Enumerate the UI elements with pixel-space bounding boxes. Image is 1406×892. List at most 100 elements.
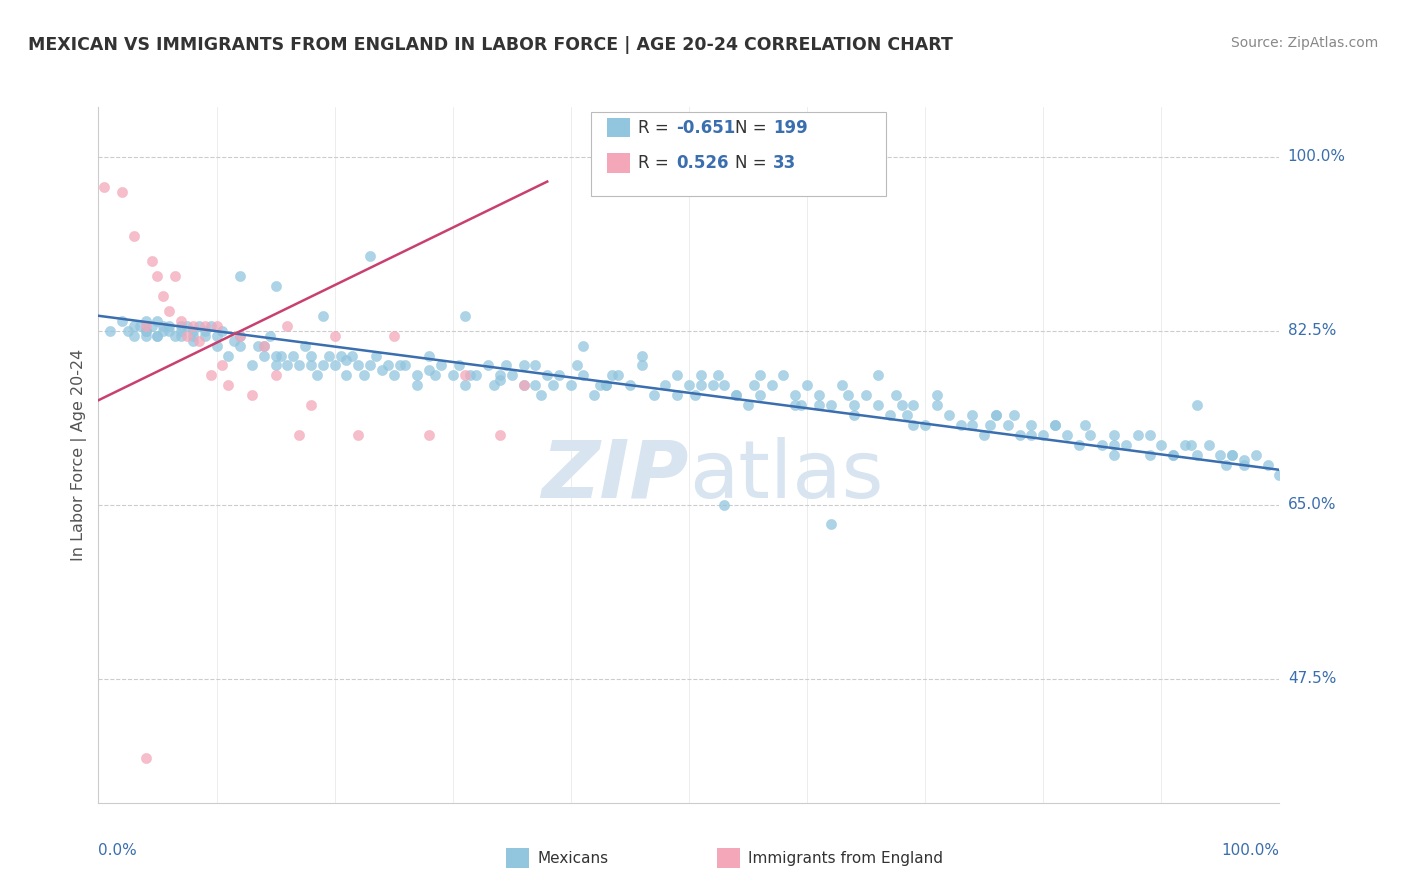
- Point: [264, 279, 287, 293]
- Point: [111, 314, 134, 328]
- Point: [98, 324, 121, 338]
- Point: [93, 179, 115, 194]
- Point: [329, 349, 352, 363]
- Text: 199: 199: [773, 119, 808, 136]
- Point: [229, 338, 252, 352]
- Point: [299, 349, 322, 363]
- Point: [984, 408, 1007, 422]
- Point: [288, 428, 311, 442]
- Point: [181, 334, 204, 348]
- Point: [135, 324, 157, 338]
- Point: [1021, 418, 1043, 433]
- Point: [785, 398, 807, 412]
- Point: [229, 328, 252, 343]
- Point: [453, 309, 475, 323]
- Point: [1080, 428, 1102, 442]
- Point: [194, 328, 217, 343]
- Point: [165, 268, 187, 283]
- Point: [200, 318, 222, 333]
- Point: [903, 418, 925, 433]
- Point: [1008, 428, 1031, 442]
- Point: [141, 318, 163, 333]
- Point: [1002, 408, 1025, 422]
- Point: [318, 349, 340, 363]
- Point: [1150, 438, 1173, 452]
- Point: [240, 388, 263, 402]
- Text: 82.5%: 82.5%: [1288, 323, 1336, 338]
- Point: [984, 408, 1007, 422]
- Point: [702, 378, 724, 392]
- Point: [707, 368, 730, 383]
- Point: [1257, 458, 1279, 472]
- Text: atlas: atlas: [689, 437, 883, 515]
- Point: [524, 378, 547, 392]
- Point: [181, 328, 204, 343]
- Text: MEXICAN VS IMMIGRANTS FROM ENGLAND IN LABOR FORCE | AGE 20-24 CORRELATION CHART: MEXICAN VS IMMIGRANTS FROM ENGLAND IN LA…: [28, 36, 953, 54]
- Point: [844, 398, 866, 412]
- Point: [725, 388, 748, 402]
- Point: [1139, 428, 1161, 442]
- Point: [973, 428, 995, 442]
- Point: [146, 328, 169, 343]
- Point: [495, 359, 517, 373]
- Point: [1174, 438, 1197, 452]
- Point: [335, 368, 357, 383]
- Point: [276, 359, 298, 373]
- Point: [371, 363, 394, 377]
- Point: [1043, 418, 1066, 433]
- Point: [879, 408, 901, 422]
- Point: [246, 338, 269, 352]
- Point: [571, 368, 593, 383]
- Point: [713, 498, 735, 512]
- Point: [211, 359, 233, 373]
- Point: [866, 368, 889, 383]
- Point: [152, 324, 174, 338]
- Point: [187, 318, 209, 333]
- Point: [1073, 418, 1095, 433]
- Point: [187, 334, 209, 348]
- Point: [453, 378, 475, 392]
- Point: [541, 378, 564, 392]
- Point: [683, 388, 706, 402]
- Point: [141, 254, 163, 268]
- Point: [713, 378, 735, 392]
- Point: [1043, 418, 1066, 433]
- Point: [388, 359, 411, 373]
- Point: [482, 378, 505, 392]
- Point: [423, 368, 446, 383]
- Point: [323, 328, 346, 343]
- Point: [536, 368, 558, 383]
- Point: [122, 318, 145, 333]
- Point: [772, 368, 794, 383]
- Text: N =: N =: [735, 154, 772, 172]
- Point: [761, 378, 783, 392]
- Point: [288, 359, 311, 373]
- Point: [460, 368, 482, 383]
- Point: [146, 268, 169, 283]
- Point: [418, 349, 440, 363]
- Point: [170, 318, 193, 333]
- Point: [205, 338, 228, 352]
- Point: [530, 388, 553, 402]
- Text: ZIP: ZIP: [541, 437, 689, 515]
- Point: [571, 338, 593, 352]
- Point: [1021, 428, 1043, 442]
- Point: [418, 363, 440, 377]
- Point: [896, 408, 918, 422]
- Point: [489, 428, 512, 442]
- Text: R =: R =: [638, 119, 675, 136]
- Point: [312, 359, 335, 373]
- Point: [299, 398, 322, 412]
- Point: [1126, 428, 1149, 442]
- Point: [962, 418, 984, 433]
- Point: [1244, 448, 1267, 462]
- Point: [643, 388, 665, 402]
- Point: [194, 324, 217, 338]
- Point: [1220, 448, 1243, 462]
- Text: R =: R =: [638, 154, 675, 172]
- Point: [1161, 448, 1184, 462]
- Point: [157, 324, 180, 338]
- Point: [1102, 428, 1125, 442]
- Point: [128, 318, 150, 333]
- Point: [135, 751, 157, 765]
